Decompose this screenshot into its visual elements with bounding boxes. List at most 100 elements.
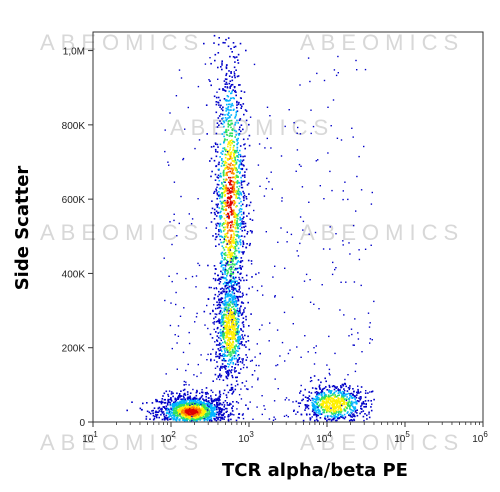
data-point bbox=[231, 331, 234, 333]
data-point bbox=[324, 394, 326, 397]
data-point bbox=[307, 351, 309, 353]
data-point bbox=[215, 233, 217, 235]
data-point bbox=[220, 264, 223, 266]
data-point bbox=[215, 96, 218, 99]
data-point bbox=[221, 251, 224, 254]
data-point bbox=[244, 307, 246, 309]
data-point bbox=[174, 401, 177, 403]
data-point bbox=[242, 223, 245, 225]
watermark-text: ABEOMICS bbox=[40, 430, 204, 455]
data-point bbox=[215, 411, 218, 414]
data-point bbox=[237, 317, 239, 320]
data-point bbox=[229, 201, 232, 204]
data-point bbox=[334, 400, 337, 403]
data-point bbox=[225, 407, 227, 410]
data-point bbox=[225, 262, 228, 265]
data-point bbox=[235, 419, 238, 422]
data-point bbox=[250, 263, 253, 265]
data-point bbox=[184, 394, 187, 396]
data-point bbox=[229, 301, 232, 303]
data-point bbox=[228, 315, 230, 317]
data-point bbox=[224, 366, 226, 369]
data-point bbox=[215, 355, 217, 358]
data-point bbox=[350, 328, 353, 330]
data-point bbox=[217, 66, 219, 69]
data-point bbox=[223, 212, 226, 215]
data-point bbox=[240, 176, 242, 179]
data-point bbox=[315, 415, 318, 418]
data-point bbox=[202, 412, 204, 415]
data-point bbox=[299, 402, 302, 404]
data-point bbox=[234, 282, 236, 285]
data-point bbox=[216, 304, 219, 307]
data-point bbox=[216, 186, 218, 188]
data-point bbox=[194, 407, 196, 410]
data-point bbox=[175, 404, 177, 407]
data-point bbox=[245, 49, 247, 52]
data-point bbox=[231, 220, 233, 223]
data-point bbox=[210, 397, 212, 400]
data-point bbox=[217, 211, 220, 214]
data-point bbox=[237, 299, 240, 302]
data-point bbox=[215, 101, 218, 103]
data-point bbox=[335, 267, 337, 269]
data-point bbox=[192, 409, 194, 411]
data-point bbox=[192, 406, 195, 408]
data-point bbox=[225, 335, 227, 337]
data-point bbox=[237, 231, 240, 233]
data-point bbox=[321, 390, 323, 393]
data-point bbox=[334, 414, 337, 416]
data-point bbox=[238, 372, 241, 374]
data-point bbox=[324, 418, 327, 420]
data-point bbox=[271, 188, 273, 190]
data-point bbox=[184, 416, 187, 419]
data-point bbox=[232, 187, 235, 190]
data-point bbox=[165, 373, 167, 375]
data-point bbox=[230, 114, 233, 116]
data-point bbox=[329, 170, 331, 173]
data-point bbox=[231, 132, 234, 135]
data-point bbox=[214, 238, 217, 241]
data-point bbox=[215, 223, 217, 225]
data-point bbox=[219, 353, 221, 355]
data-point bbox=[164, 129, 166, 131]
data-point bbox=[214, 53, 217, 56]
data-point bbox=[309, 279, 311, 281]
data-point bbox=[360, 407, 362, 410]
data-point bbox=[215, 398, 217, 400]
data-point bbox=[198, 139, 201, 141]
data-point bbox=[172, 414, 174, 416]
data-point bbox=[340, 139, 343, 141]
data-point bbox=[232, 237, 235, 240]
data-point bbox=[235, 331, 238, 333]
data-point bbox=[230, 354, 233, 356]
data-point bbox=[327, 400, 329, 403]
data-point bbox=[332, 405, 334, 408]
data-point bbox=[217, 348, 220, 350]
data-point bbox=[235, 194, 237, 197]
data-point bbox=[223, 325, 226, 327]
data-point bbox=[334, 417, 336, 419]
data-point bbox=[219, 335, 222, 337]
data-point bbox=[219, 228, 221, 231]
data-point bbox=[188, 416, 191, 418]
data-point bbox=[358, 397, 360, 399]
data-point bbox=[233, 188, 235, 191]
data-point bbox=[239, 337, 241, 339]
data-point bbox=[189, 392, 192, 394]
data-point bbox=[182, 401, 185, 404]
data-point bbox=[234, 319, 236, 321]
data-point bbox=[195, 400, 197, 403]
data-point bbox=[201, 389, 203, 391]
data-point bbox=[247, 182, 250, 185]
data-point bbox=[335, 74, 338, 77]
watermark-text: ABEOMICS bbox=[300, 30, 464, 55]
data-point bbox=[184, 398, 186, 400]
data-point bbox=[240, 155, 242, 158]
data-point bbox=[214, 405, 217, 408]
data-point bbox=[213, 414, 216, 416]
data-point bbox=[237, 171, 240, 173]
data-point bbox=[194, 416, 197, 419]
data-point bbox=[225, 118, 228, 121]
data-point bbox=[225, 240, 228, 242]
